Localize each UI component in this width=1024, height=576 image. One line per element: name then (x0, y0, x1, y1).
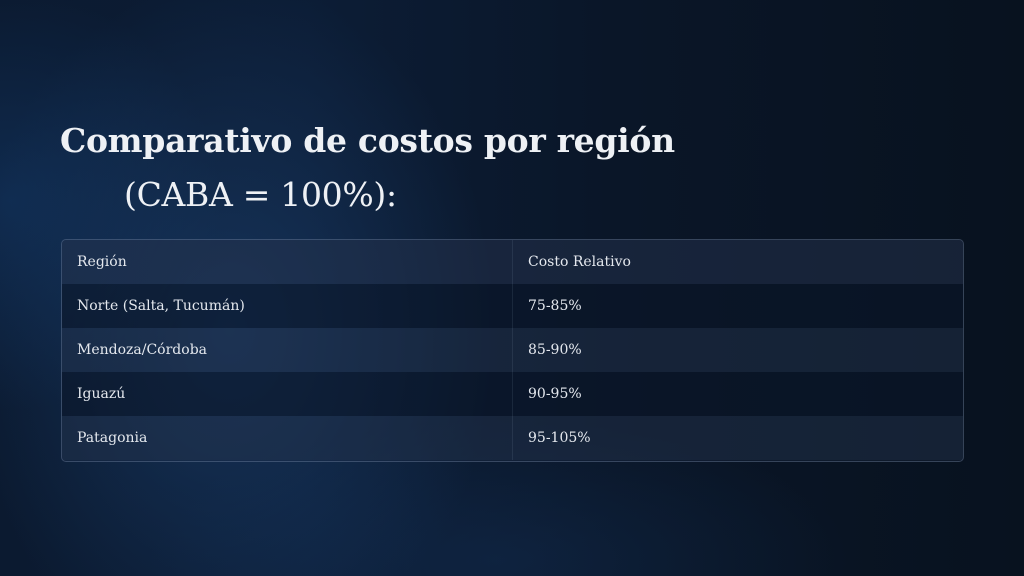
table-row: Iguazú 90-95% (62, 372, 963, 416)
cost-cell: 75-85% (528, 298, 582, 314)
cost-cell: 90-95% (528, 386, 582, 402)
title-line-2: (CABA = 100%): (124, 175, 397, 214)
region-cell: Patagonia (62, 416, 513, 460)
cost-cell: 95-105% (528, 430, 591, 446)
region-cell: Iguazú (62, 372, 513, 416)
region-cell: Mendoza/Córdoba (62, 328, 513, 372)
table-row: Patagonia 95-105% (62, 416, 963, 460)
region-cell: Norte (Salta, Tucumán) (62, 284, 513, 328)
title-line-1: Comparativo de costos por región (60, 121, 675, 160)
cost-table: Región Costo Relativo Norte (Salta, Tucu… (61, 239, 964, 462)
header-cost: Costo Relativo (528, 254, 631, 270)
cost-cell: 85-90% (528, 342, 582, 358)
header-region: Región (62, 240, 513, 284)
table-header-row: Región Costo Relativo (62, 240, 963, 284)
table-row: Norte (Salta, Tucumán) 75-85% (62, 284, 963, 328)
page-title: Comparativo de costos por región (CABA =… (60, 114, 675, 222)
table-row: Mendoza/Córdoba 85-90% (62, 328, 963, 372)
